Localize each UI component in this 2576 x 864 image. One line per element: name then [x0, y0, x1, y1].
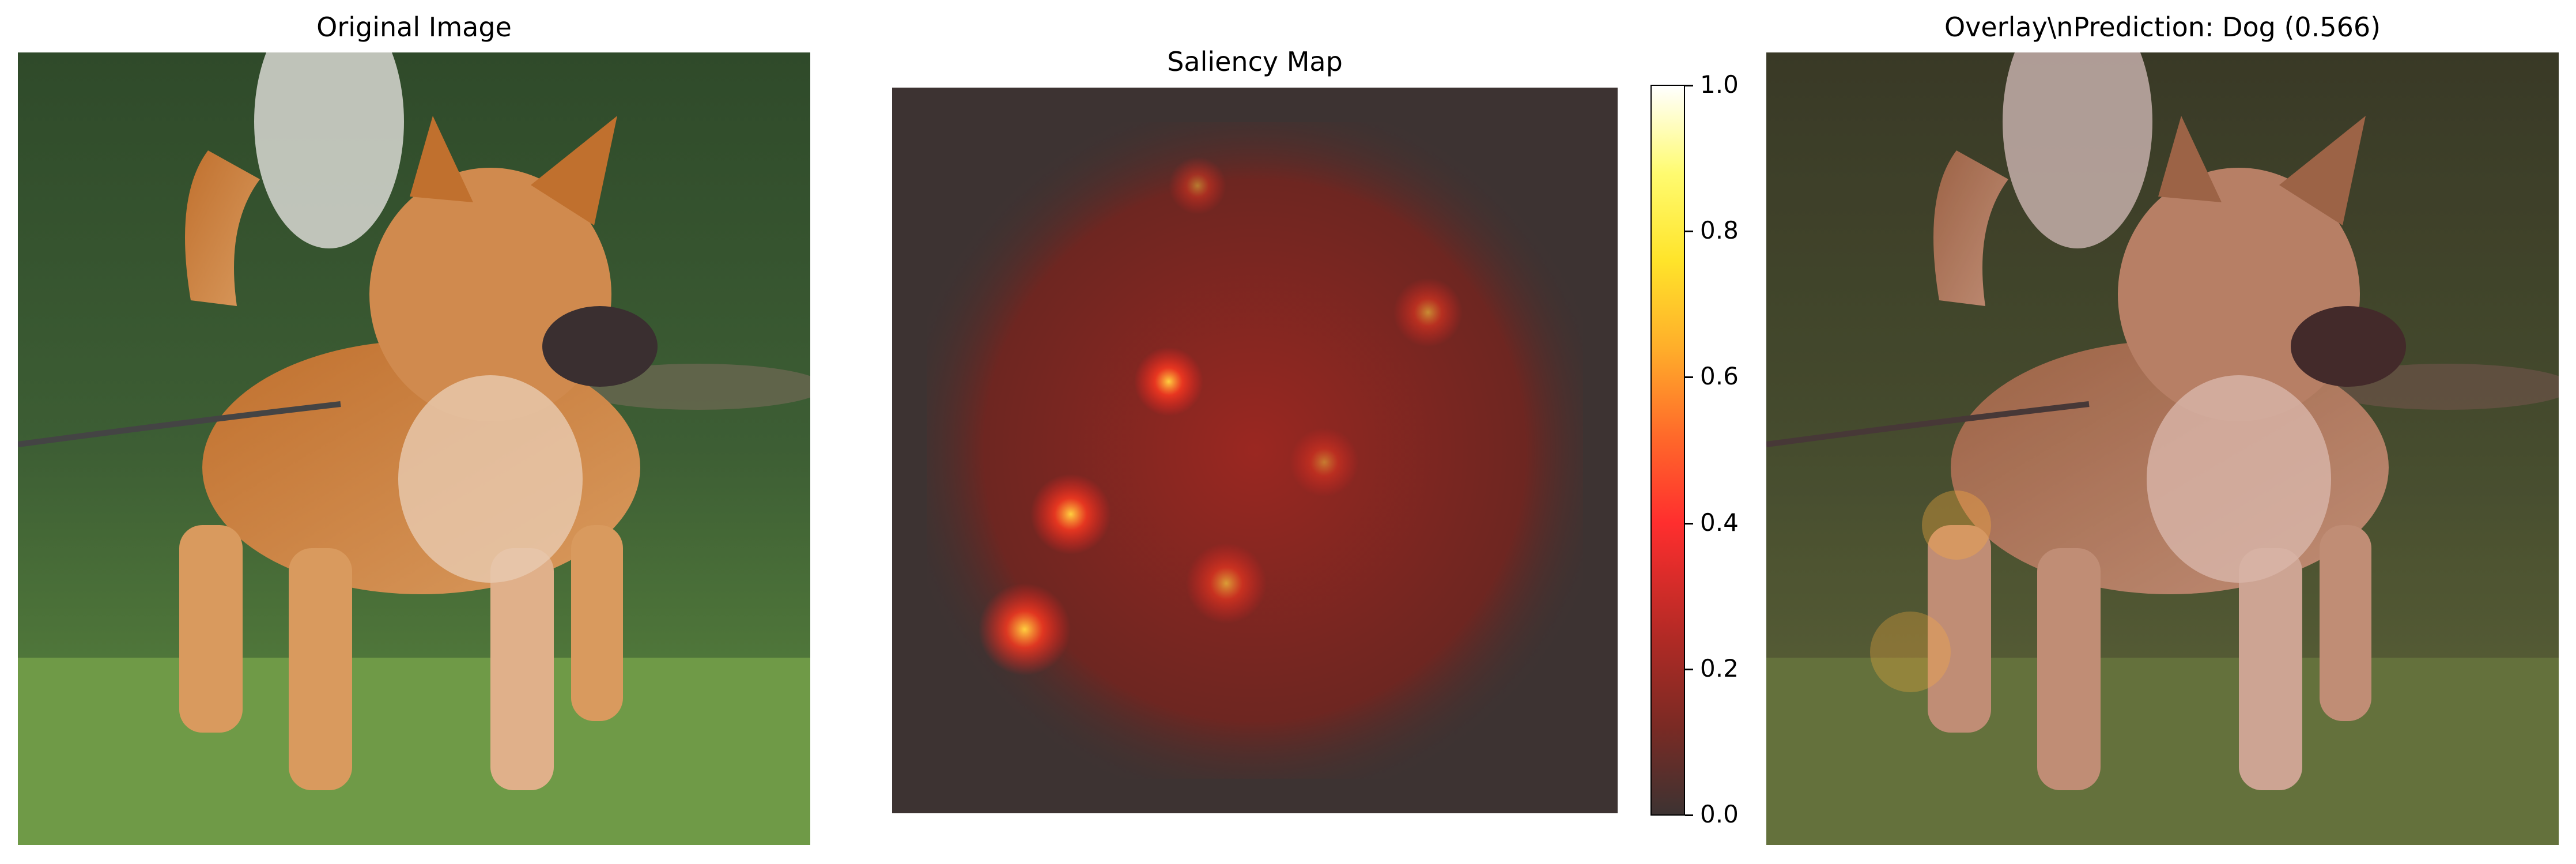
- colorbar-tick-label: 0.8: [1700, 216, 1739, 244]
- colorbar-tick: [1685, 814, 1693, 816]
- overlay-title: Overlay\nPrediction: Dog (0.566): [1944, 12, 2381, 43]
- colorbar-tick: [1685, 376, 1693, 378]
- colorbar-tick-label: 0.6: [1700, 362, 1739, 390]
- colorbar-tick-label: 0.0: [1700, 800, 1739, 828]
- colorbar: [1650, 85, 1685, 816]
- colorbar-tick: [1685, 231, 1693, 232]
- colorbar-tick-label: 0.2: [1700, 654, 1739, 682]
- colorbar-tick: [1685, 669, 1693, 670]
- saliency-map: [892, 88, 1618, 813]
- colorbar-tick: [1685, 85, 1693, 86]
- colorbar-tick-label: 1.0: [1700, 70, 1739, 99]
- original-image-title: Original Image: [316, 12, 512, 43]
- colorbar-tick-label: 0.4: [1700, 508, 1739, 537]
- original-image: [18, 52, 810, 845]
- saliency-map-title: Saliency Map: [1167, 46, 1343, 77]
- colorbar-tick: [1685, 523, 1693, 525]
- overlay-image: [1766, 52, 2559, 845]
